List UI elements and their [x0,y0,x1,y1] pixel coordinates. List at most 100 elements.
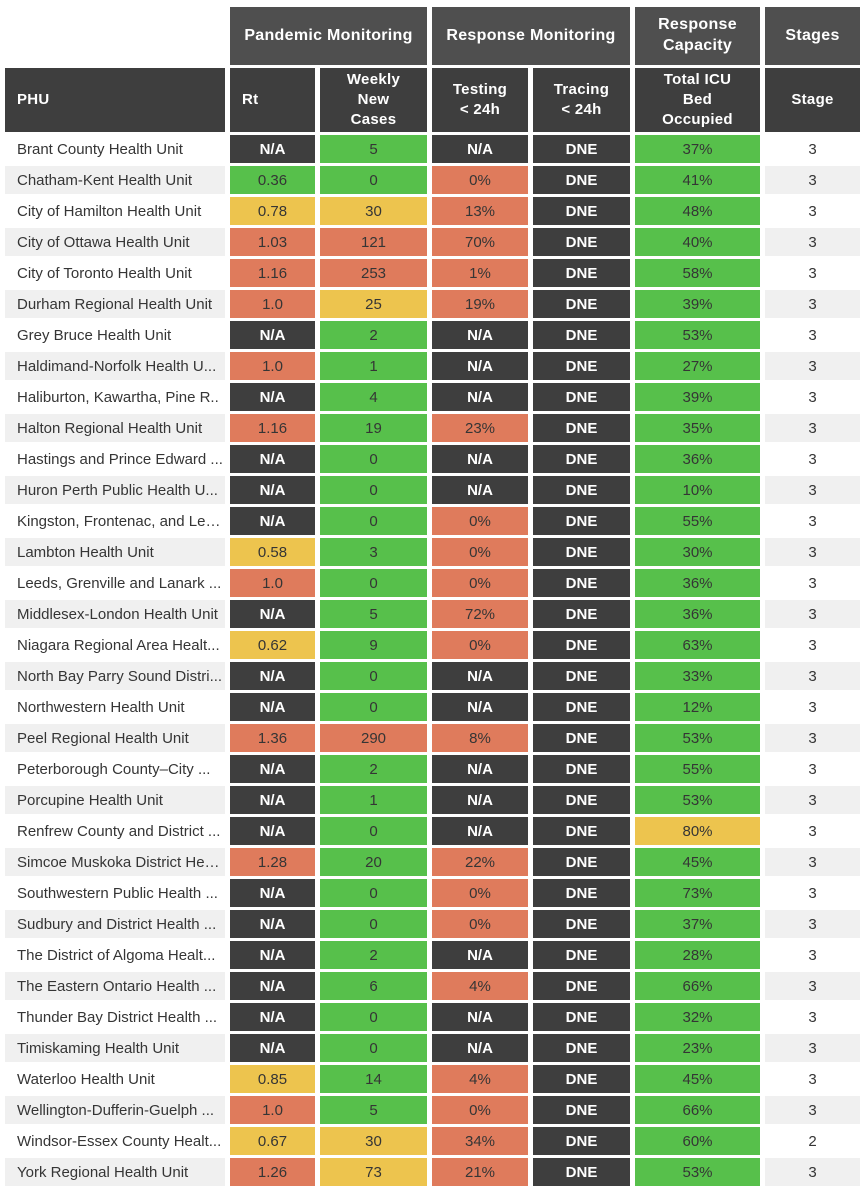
table-row: Grey Bruce Health Unit N/A 2 N/A DNE 53%… [5,321,861,349]
phu-cell: Grey Bruce Health Unit [5,321,225,349]
tracing-cell: DNE [533,228,631,256]
weekly-new-cases-cell: 5 [320,1096,427,1124]
phu-cell: Renfrew County and District ... [5,817,225,845]
icu-cell: 53% [635,786,761,814]
column-header-rt: Rt [230,68,315,132]
stage-cell: 3 [765,135,861,163]
icu-cell: 35% [635,414,761,442]
stage-cell: 3 [765,569,861,597]
tracing-cell: DNE [533,290,631,318]
stage-cell: 2 [765,1127,861,1155]
tracing-cell: DNE [533,1127,631,1155]
phu-cell: Hastings and Prince Edward ... [5,445,225,473]
phu-cell: Brant County Health Unit [5,135,225,163]
rt-cell: N/A [230,693,315,721]
table-row: Thunder Bay District Health ... N/A 0 N/… [5,1003,861,1031]
table-body: Brant County Health Unit N/A 5 N/A DNE 3… [5,135,861,1186]
testing-cell: 4% [432,1065,528,1093]
rt-cell: 1.36 [230,724,315,752]
rt-cell: N/A [230,476,315,504]
stage-cell: 3 [765,476,861,504]
testing-cell: 22% [432,848,528,876]
phu-cell: Niagara Regional Area Healt... [5,631,225,659]
tracing-cell: DNE [533,414,631,442]
rt-cell: N/A [230,321,315,349]
stage-cell: 3 [765,538,861,566]
rt-cell: N/A [230,910,315,938]
stage-cell: 3 [765,724,861,752]
weekly-new-cases-cell: 0 [320,910,427,938]
testing-cell: N/A [432,445,528,473]
phu-cell: Leeds, Grenville and Lanark ... [5,569,225,597]
weekly-new-cases-cell: 0 [320,445,427,473]
table-row: Renfrew County and District ... N/A 0 N/… [5,817,861,845]
table-row: Huron Perth Public Health U... N/A 0 N/A… [5,476,861,504]
rt-cell: 1.26 [230,1158,315,1186]
tracing-cell: DNE [533,724,631,752]
weekly-new-cases-cell: 2 [320,941,427,969]
icu-cell: 80% [635,817,761,845]
stage-cell: 3 [765,817,861,845]
testing-cell: 23% [432,414,528,442]
stage-cell: 3 [765,321,861,349]
table-row: Haliburton, Kawartha, Pine R.. N/A 4 N/A… [5,383,861,411]
phu-cell: Waterloo Health Unit [5,1065,225,1093]
tracing-cell: DNE [533,848,631,876]
phu-cell: City of Toronto Health Unit [5,259,225,287]
phu-cell: Lambton Health Unit [5,538,225,566]
weekly-new-cases-cell: 6 [320,972,427,1000]
rt-cell: 0.58 [230,538,315,566]
weekly-new-cases-cell: 0 [320,662,427,690]
weekly-new-cases-cell: 0 [320,569,427,597]
rt-cell: 1.03 [230,228,315,256]
group-header-pandemic-monitoring: Pandemic Monitoring [230,7,427,65]
phu-cell: Sudbury and District Health ... [5,910,225,938]
stage-cell: 3 [765,352,861,380]
column-header-stage: Stage [765,68,861,132]
tracing-cell: DNE [533,259,631,287]
stage-cell: 3 [765,693,861,721]
table-row: Kingston, Frontenac, and Len... N/A 0 0%… [5,507,861,535]
testing-cell: 0% [432,631,528,659]
stage-cell: 3 [765,290,861,318]
rt-cell: 0.36 [230,166,315,194]
table-row: Chatham-Kent Health Unit 0.36 0 0% DNE 4… [5,166,861,194]
rt-cell: N/A [230,817,315,845]
testing-cell: N/A [432,321,528,349]
icu-cell: 66% [635,1096,761,1124]
tracing-cell: DNE [533,972,631,1000]
weekly-new-cases-cell: 19 [320,414,427,442]
phu-cell: Kingston, Frontenac, and Len... [5,507,225,535]
table-row: Niagara Regional Area Healt... 0.62 9 0%… [5,631,861,659]
testing-cell: 13% [432,197,528,225]
tracing-cell: DNE [533,693,631,721]
stage-cell: 3 [765,786,861,814]
tracing-cell: DNE [533,1096,631,1124]
tracing-cell: DNE [533,1003,631,1031]
stage-cell: 3 [765,972,861,1000]
weekly-new-cases-cell: 2 [320,321,427,349]
icu-cell: 36% [635,600,761,628]
testing-cell: N/A [432,1003,528,1031]
table-row: York Regional Health Unit 1.26 73 21% DN… [5,1158,861,1186]
icu-cell: 45% [635,1065,761,1093]
testing-cell: 0% [432,166,528,194]
table-row: Middlesex-London Health Unit N/A 5 72% D… [5,600,861,628]
icu-cell: 39% [635,290,761,318]
testing-cell: 72% [432,600,528,628]
phu-cell: Wellington-Dufferin-Guelph ... [5,1096,225,1124]
weekly-new-cases-cell: 25 [320,290,427,318]
stage-cell: 3 [765,166,861,194]
rt-cell: N/A [230,879,315,907]
table-row: Haldimand-Norfolk Health U... 1.0 1 N/A … [5,352,861,380]
phu-cell: Peterborough County–City ... [5,755,225,783]
phu-cell: Peel Regional Health Unit [5,724,225,752]
icu-cell: 27% [635,352,761,380]
icu-cell: 40% [635,228,761,256]
weekly-new-cases-cell: 0 [320,693,427,721]
weekly-new-cases-cell: 3 [320,538,427,566]
table-row: Peterborough County–City ... N/A 2 N/A D… [5,755,861,783]
stage-cell: 3 [765,600,861,628]
testing-cell: 4% [432,972,528,1000]
